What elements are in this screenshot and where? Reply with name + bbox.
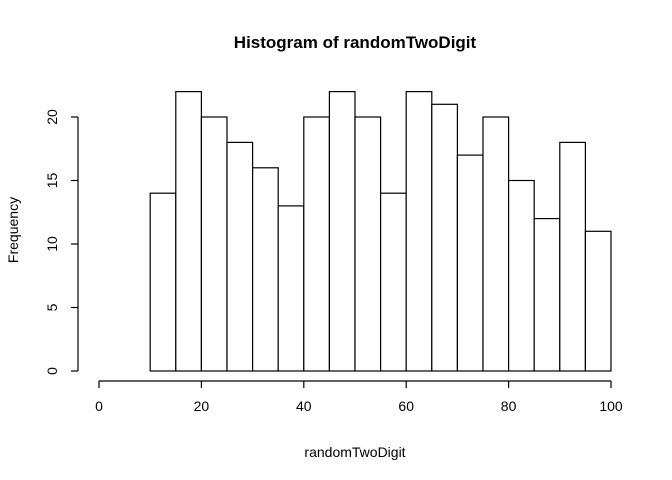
y-tick-label: 5 bbox=[44, 303, 60, 311]
histogram-bar bbox=[354, 116, 382, 372]
histogram-bar bbox=[200, 116, 228, 372]
bars-group bbox=[149, 90, 612, 372]
histogram-bar bbox=[456, 154, 484, 372]
x-tick-label: 0 bbox=[95, 398, 103, 414]
histogram-bar bbox=[559, 141, 586, 372]
histogram-bar bbox=[149, 192, 177, 372]
y-tick-label: 20 bbox=[44, 109, 60, 125]
histogram-bar bbox=[328, 90, 356, 372]
histogram-bar bbox=[175, 90, 203, 372]
y-tick-label: 10 bbox=[44, 236, 60, 252]
x-axis: 0 20 40 60 80 100 bbox=[95, 380, 623, 414]
x-tick-label: 20 bbox=[194, 398, 210, 414]
x-tick-label: 60 bbox=[398, 398, 414, 414]
histogram-bar bbox=[226, 141, 254, 372]
x-tick-label: 40 bbox=[296, 398, 312, 414]
histogram-bar bbox=[431, 103, 458, 372]
x-tick-label: 80 bbox=[501, 398, 517, 414]
y-tick-label: 15 bbox=[44, 173, 60, 189]
x-axis-label: randomTwoDigit bbox=[304, 444, 405, 460]
y-axis: 0 5 10 15 20 bbox=[44, 109, 79, 375]
histogram-bar bbox=[508, 179, 535, 372]
histogram-bar bbox=[584, 230, 612, 372]
histogram-bar bbox=[277, 205, 305, 372]
histogram-bar bbox=[482, 116, 510, 372]
histogram-bar bbox=[533, 218, 561, 372]
histogram-bar bbox=[405, 90, 433, 372]
x-tick-label: 100 bbox=[599, 398, 623, 414]
histogram-bar bbox=[380, 192, 407, 372]
histogram-bar bbox=[303, 116, 330, 372]
y-tick-label: 0 bbox=[44, 367, 60, 375]
y-axis-label: Frequency bbox=[5, 197, 21, 263]
histogram-bar bbox=[252, 167, 279, 372]
chart-title: Histogram of randomTwoDigit bbox=[234, 33, 477, 52]
